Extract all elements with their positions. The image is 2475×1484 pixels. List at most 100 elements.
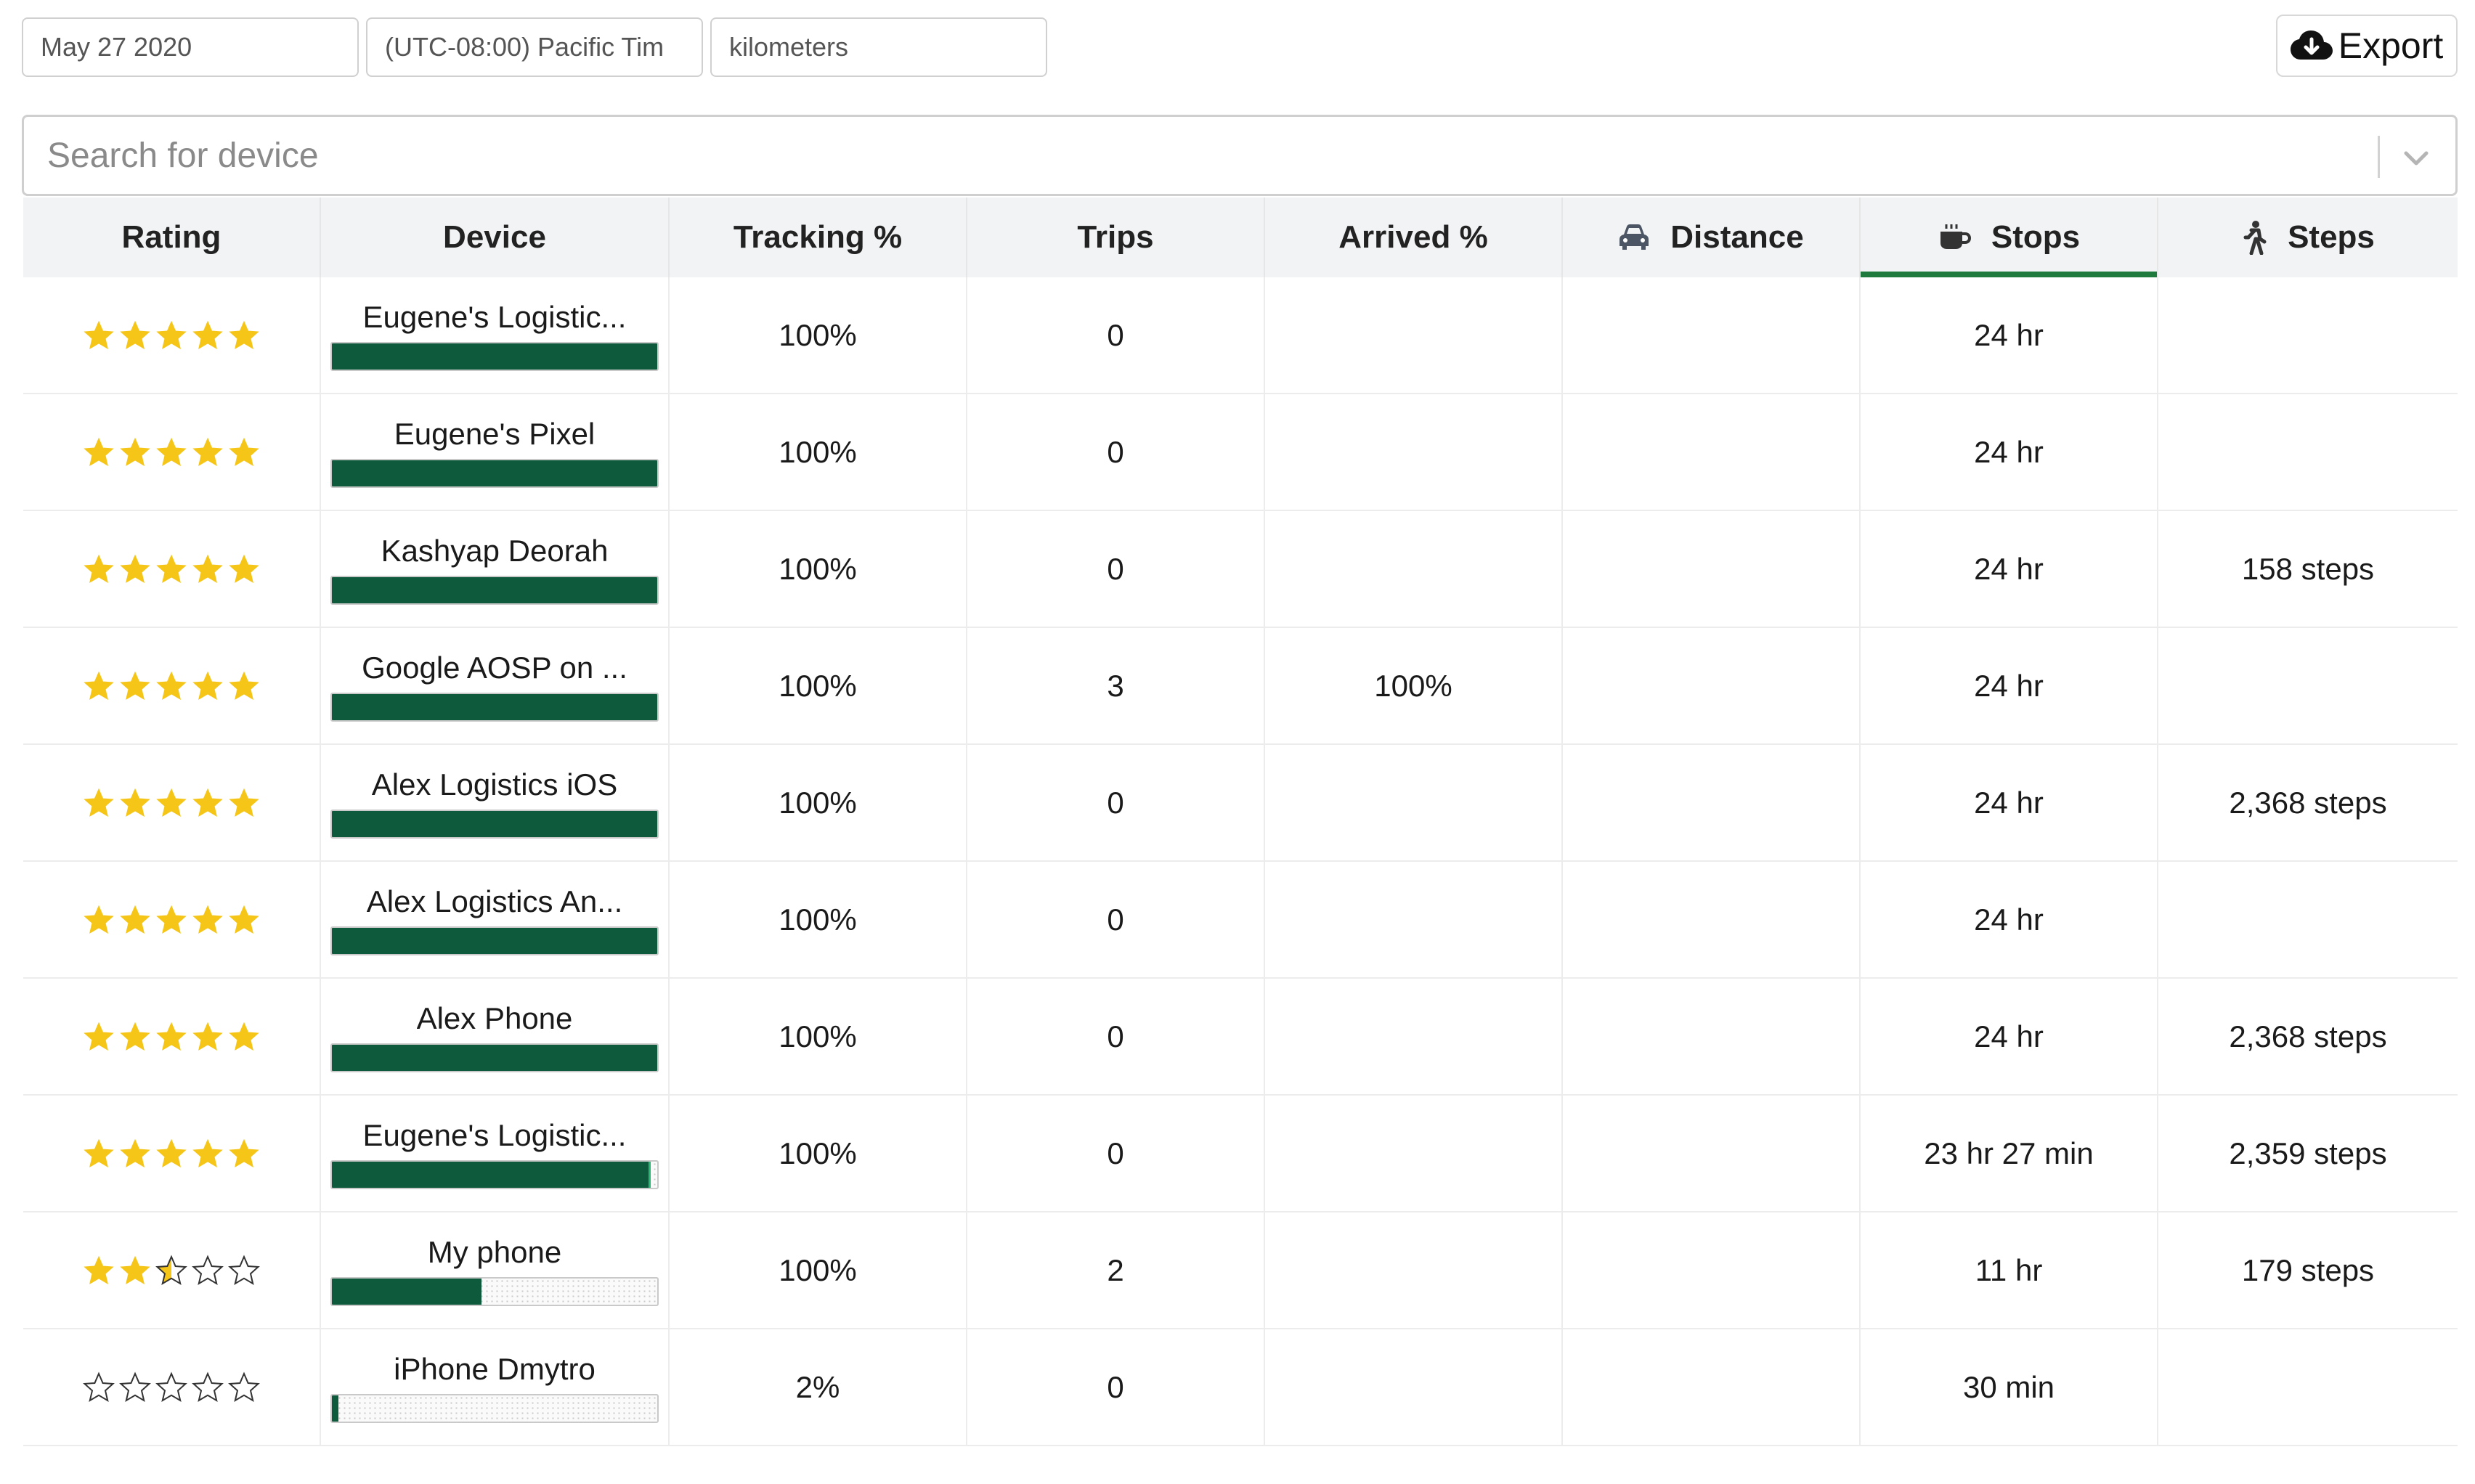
table-header: Rating Device Tracking % Trips Arrived %… — [23, 197, 2458, 277]
star-icon — [156, 1138, 187, 1167]
device-cell[interactable]: Eugene's Logistic... — [321, 1096, 670, 1211]
device-search[interactable]: Search for device — [22, 115, 2458, 196]
table-row[interactable]: Eugene's Logistic... 100% 0 23 hr 27 min 2,3… — [23, 1096, 2458, 1212]
device-cell[interactable]: Google AOSP on ... — [321, 628, 670, 743]
star-icon — [156, 905, 187, 934]
device-name[interactable]: Eugene's Logistic... — [362, 299, 627, 334]
star-icon — [120, 1022, 150, 1051]
table-row[interactable]: Google AOSP on ... 100% 3 100% 24 hr — [23, 628, 2458, 745]
stops-cell: 11 hr — [1861, 1212, 2158, 1328]
trips-cell: 0 — [967, 511, 1265, 627]
star-icon — [229, 320, 259, 349]
rating-cell — [23, 394, 321, 510]
star-icon — [83, 1371, 115, 1402]
device-cell[interactable]: Alex Logistics iOS — [321, 745, 670, 860]
tracking-progress-bar — [330, 341, 659, 371]
device-name[interactable]: My phone — [427, 1234, 562, 1269]
column-header-rating[interactable]: Rating — [23, 197, 321, 277]
star-icon — [229, 905, 259, 934]
tracking-progress-bar — [330, 1276, 659, 1306]
steps-cell — [2158, 862, 2458, 977]
table-body: Eugene's Logistic... 100% 0 24 hr Eugene's … — [23, 277, 2458, 1446]
tracking-cell: 100% — [670, 277, 967, 393]
tracking-progress-fill — [332, 1161, 651, 1188]
table-row[interactable]: My phone 100% 2 11 hr 179 steps — [23, 1212, 2458, 1329]
tracking-cell: 100% — [670, 1096, 967, 1211]
star-rating — [83, 1371, 260, 1403]
tracking-progress-fill — [332, 460, 657, 486]
distance-cell — [1563, 394, 1861, 510]
device-name[interactable]: Eugene's Pixel — [394, 416, 596, 451]
tracking-progress-bar — [330, 1159, 659, 1189]
device-cell[interactable]: Eugene's Pixel — [321, 394, 670, 510]
column-header-trips[interactable]: Trips — [967, 197, 1265, 277]
timezone-select[interactable]: (UTC-08:00) Pacific Tim — [366, 17, 703, 77]
distance-cell — [1563, 628, 1861, 743]
table-row[interactable]: Alex Logistics An... 100% 0 24 hr — [23, 862, 2458, 979]
date-picker[interactable]: May 27 2020 — [22, 17, 359, 77]
star-icon — [120, 788, 150, 817]
table-row[interactable]: iPhone Dmytro 2% 0 30 min — [23, 1329, 2458, 1446]
tracking-cell: 2% — [670, 1329, 967, 1445]
star-rating — [83, 670, 260, 702]
column-header-tracking[interactable]: Tracking % — [670, 197, 967, 277]
stops-cell: 24 hr — [1861, 862, 2158, 977]
device-name[interactable]: Alex Logistics An... — [366, 884, 623, 918]
table-row[interactable]: Alex Logistics iOS 100% 0 24 hr 2,368 steps — [23, 745, 2458, 862]
star-icon — [84, 437, 114, 466]
star-icon — [228, 1371, 260, 1402]
trips-cell: 0 — [967, 1096, 1265, 1211]
tracking-progress-bar — [330, 926, 659, 955]
column-header-distance[interactable]: Distance — [1563, 197, 1861, 277]
tracking-cell: 100% — [670, 862, 967, 977]
column-header-steps[interactable]: Steps — [2158, 197, 2458, 277]
filter-bar: May 27 2020 (UTC-08:00) Pacific Tim kilo… — [22, 17, 1047, 77]
table-row[interactable]: Eugene's Pixel 100% 0 24 hr — [23, 394, 2458, 511]
column-header-stops[interactable]: Stops — [1861, 197, 2158, 277]
trips-cell: 0 — [967, 862, 1265, 977]
table-row[interactable]: Kashyap Deorah 100% 0 24 hr 158 steps — [23, 511, 2458, 628]
device-name[interactable]: Kashyap Deorah — [381, 533, 609, 568]
device-name[interactable]: iPhone Dmytro — [394, 1351, 596, 1386]
rating-cell — [23, 277, 321, 393]
chevron-down-icon[interactable] — [2399, 140, 2434, 175]
steps-cell: 158 steps — [2241, 551, 2375, 586]
units-select[interactable]: kilometers — [710, 17, 1047, 77]
table-row[interactable]: Alex Phone 100% 0 24 hr 2,368 steps — [23, 979, 2458, 1096]
device-name[interactable]: Eugene's Logistic... — [362, 1117, 627, 1152]
device-name[interactable]: Alex Logistics iOS — [371, 767, 618, 802]
star-icon — [84, 905, 114, 934]
table-row[interactable]: Eugene's Logistic... 100% 0 24 hr — [23, 277, 2458, 394]
steps-cell: 2,359 steps — [2229, 1136, 2387, 1170]
device-cell[interactable]: Kashyap Deorah — [321, 511, 670, 627]
arrived-cell — [1265, 394, 1563, 510]
star-icon — [229, 671, 259, 700]
device-cell[interactable]: Alex Phone — [321, 979, 670, 1094]
star-icon — [156, 554, 187, 583]
rating-cell — [23, 862, 321, 977]
column-header-arrived[interactable]: Arrived % — [1265, 197, 1563, 277]
device-cell[interactable]: Alex Logistics An... — [321, 862, 670, 977]
arrived-cell — [1265, 862, 1563, 977]
devices-table: Rating Device Tracking % Trips Arrived %… — [23, 197, 2458, 1446]
steps-cell: 2,368 steps — [2229, 1019, 2387, 1053]
device-cell[interactable]: My phone — [321, 1212, 670, 1328]
column-header-device[interactable]: Device — [321, 197, 670, 277]
device-name[interactable]: Alex Phone — [416, 1000, 573, 1035]
device-cell[interactable]: iPhone Dmytro — [321, 1329, 670, 1445]
export-button[interactable]: Export — [2276, 15, 2458, 77]
arrived-cell — [1265, 745, 1563, 860]
star-icon — [192, 554, 223, 583]
device-cell[interactable]: Eugene's Logistic... — [321, 277, 670, 393]
steps-cell — [2158, 277, 2458, 393]
star-icon — [120, 554, 150, 583]
tracking-cell: 100% — [670, 628, 967, 743]
device-name[interactable]: Google AOSP on ... — [362, 650, 627, 685]
tracking-progress-bar — [330, 809, 659, 839]
star-icon — [120, 1138, 150, 1167]
stops-cell: 23 hr 27 min — [1861, 1096, 2158, 1211]
steps-cell — [2158, 628, 2458, 743]
star-icon — [119, 1371, 151, 1402]
star-rating — [83, 787, 260, 819]
star-icon — [120, 1255, 150, 1284]
